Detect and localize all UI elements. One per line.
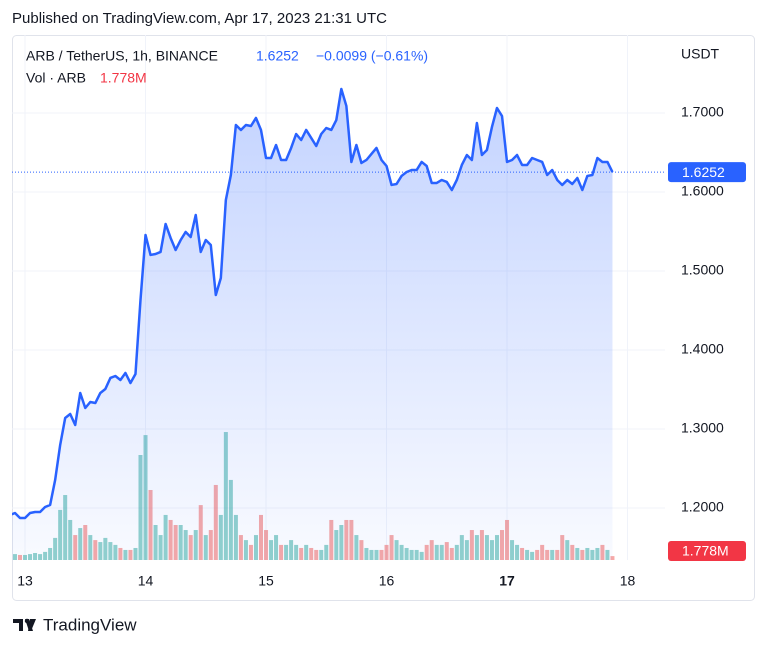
x-tick-label: 14 xyxy=(138,573,154,589)
legend-volume: Vol · ARB xyxy=(26,70,86,86)
x-tick-label: 18 xyxy=(620,573,636,589)
y-tick-label: 1.3000 xyxy=(681,420,724,436)
last-price-label: 1.6252 xyxy=(682,164,725,180)
legend-change: −0.0099 (−0.61%) xyxy=(316,48,428,64)
volume-bar xyxy=(610,556,615,560)
x-tick-label: 17 xyxy=(499,573,515,589)
last-volume-label: 1.778M xyxy=(682,543,729,559)
y-tick-label: 1.5000 xyxy=(681,262,724,278)
volume-bar xyxy=(8,554,12,560)
legend-symbol: ARB / TetherUS, 1h, BINANCE xyxy=(26,48,218,64)
y-tick-label: 1.7000 xyxy=(681,104,724,120)
chart-frame xyxy=(12,35,755,601)
axes: 1.2000 1.3000 1.4000 1.5000 1.6000 1.7000 13 14… xyxy=(17,104,746,589)
last-volume-box xyxy=(668,541,746,561)
x-tick-label: 16 xyxy=(379,573,395,589)
y-tick-label: 1.2000 xyxy=(681,499,724,515)
brand-logo xyxy=(13,618,36,631)
publish-header: Published on TradingView.com, Apr 17, 20… xyxy=(12,10,387,27)
y-tick-label: 1.4000 xyxy=(681,341,724,357)
price-line xyxy=(12,87,614,520)
legend-volume-value: 1.778M xyxy=(100,70,147,86)
brand-name: TradingView xyxy=(43,615,137,634)
y-axis-label: USDT xyxy=(681,46,720,62)
x-tick-label: 15 xyxy=(258,573,274,589)
x-tick-label: 13 xyxy=(17,573,33,589)
y-tick-label: 1.6000 xyxy=(681,183,724,199)
price-area xyxy=(12,88,613,560)
price-plot xyxy=(12,87,665,560)
legend-price: 1.6252 xyxy=(256,48,299,64)
last-price-box xyxy=(668,162,746,183)
